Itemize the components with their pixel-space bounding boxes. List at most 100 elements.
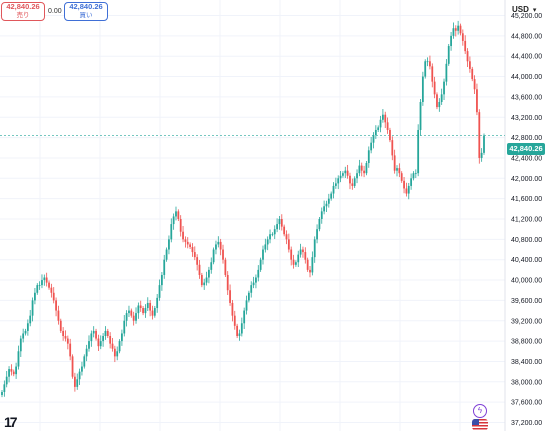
- candle-body: [245, 300, 248, 311]
- candle-body: [269, 234, 271, 240]
- candle-body: [76, 379, 79, 387]
- buy-price: 42,840.26: [69, 2, 103, 11]
- candle-body: [280, 219, 283, 227]
- candle-body: [259, 259, 262, 270]
- candle-body: [299, 249, 302, 255]
- candle-body: [212, 249, 215, 263]
- candle-body: [191, 246, 194, 253]
- candle-body: [231, 302, 234, 316]
- candle-body: [36, 285, 39, 293]
- candle-body: [1, 391, 3, 396]
- candle-body: [88, 341, 90, 349]
- candle-body: [130, 310, 133, 316]
- candle-body: [165, 249, 168, 260]
- candle-body: [69, 343, 72, 357]
- buy-button[interactable]: 42,840.26 買い: [64, 2, 108, 21]
- candle-body: [257, 269, 260, 278]
- price-tick-label: 41,200.00: [511, 217, 542, 224]
- candle-body: [476, 89, 478, 113]
- candle-body: [372, 135, 375, 143]
- candle-body: [414, 173, 417, 175]
- price-tick-label: 42,000.00: [511, 176, 542, 183]
- candlestick-series: [1, 20, 485, 398]
- candle-body: [417, 129, 420, 174]
- candle-body: [240, 323, 243, 334]
- price-tick-label: 40,000.00: [511, 278, 542, 285]
- candle-body: [252, 282, 255, 286]
- candle-body: [309, 269, 311, 273]
- candle-body: [113, 348, 116, 357]
- candle-body: [431, 66, 434, 82]
- candle-body: [285, 234, 288, 240]
- candle-body: [452, 28, 455, 36]
- currency-selector[interactable]: USD: [512, 5, 536, 14]
- price-tick-label: 40,400.00: [511, 257, 542, 264]
- spread-value: 0.00: [48, 8, 62, 15]
- candle-body: [62, 330, 65, 337]
- price-tick-label: 40,800.00: [511, 237, 542, 244]
- candle-body: [433, 81, 436, 95]
- price-tick-label: 45,200.00: [511, 13, 542, 20]
- candle-body: [222, 249, 224, 260]
- candle-body: [410, 178, 413, 186]
- candle-body: [57, 310, 60, 321]
- candle-body: [483, 135, 485, 153]
- candle-body: [306, 259, 309, 270]
- candle-body: [436, 94, 438, 108]
- candle-body: [179, 219, 182, 232]
- candle-body: [391, 140, 394, 156]
- candle-body: [170, 224, 173, 240]
- price-tick-label: 43,600.00: [511, 94, 542, 101]
- candle-body: [59, 320, 62, 331]
- candle-body: [334, 183, 337, 186]
- candle-body: [50, 287, 53, 293]
- candle-body: [384, 114, 387, 123]
- candle-body: [407, 185, 410, 194]
- candle-body: [342, 173, 344, 176]
- lightning-icon[interactable]: ϟ: [473, 404, 487, 418]
- candle-body: [193, 252, 196, 258]
- candle-body: [24, 330, 27, 334]
- candle-body: [471, 68, 474, 80]
- price-tick-label: 37,200.00: [511, 420, 542, 427]
- candle-body: [287, 239, 290, 250]
- tradingview-logo[interactable]: 17: [4, 414, 18, 430]
- candle-body: [450, 35, 452, 47]
- candle-body: [283, 226, 286, 235]
- candle-body: [445, 63, 448, 82]
- candle-body: [71, 356, 74, 377]
- price-tick-label: 39,600.00: [511, 298, 542, 305]
- candle-body: [132, 315, 135, 321]
- candle-body: [78, 371, 81, 380]
- candle-body: [83, 356, 86, 367]
- candle-body: [386, 122, 389, 130]
- candle-body: [99, 341, 102, 347]
- candle-body: [292, 259, 295, 265]
- candle-body: [311, 257, 314, 273]
- candle-body: [478, 112, 481, 158]
- price-axis[interactable]: 45,200.00 44,800.00 44,400.00 44,000.00 43,6…: [511, 13, 542, 427]
- candle-body: [48, 282, 50, 288]
- price-tick-label: 41,600.00: [511, 196, 542, 203]
- candle-body: [52, 292, 55, 301]
- candle-body: [189, 244, 191, 247]
- sell-button[interactable]: 42,840.26 売り: [1, 2, 45, 21]
- candle-body: [156, 297, 159, 309]
- candle-body: [323, 206, 326, 212]
- candle-body: [104, 330, 107, 337]
- candle-body: [208, 269, 210, 278]
- candle-body: [330, 193, 333, 199]
- candle-body: [146, 302, 149, 309]
- candle-body: [381, 114, 384, 120]
- candle-body: [316, 229, 318, 240]
- candle-body: [233, 315, 236, 326]
- candle-body: [106, 330, 109, 337]
- candle-body: [358, 165, 361, 174]
- candle-body: [238, 333, 241, 337]
- candle-body: [45, 277, 48, 283]
- candle-body: [160, 274, 163, 286]
- candle-body: [203, 282, 206, 286]
- us-flag-icon[interactable]: [472, 419, 488, 430]
- candle-body: [461, 33, 464, 41]
